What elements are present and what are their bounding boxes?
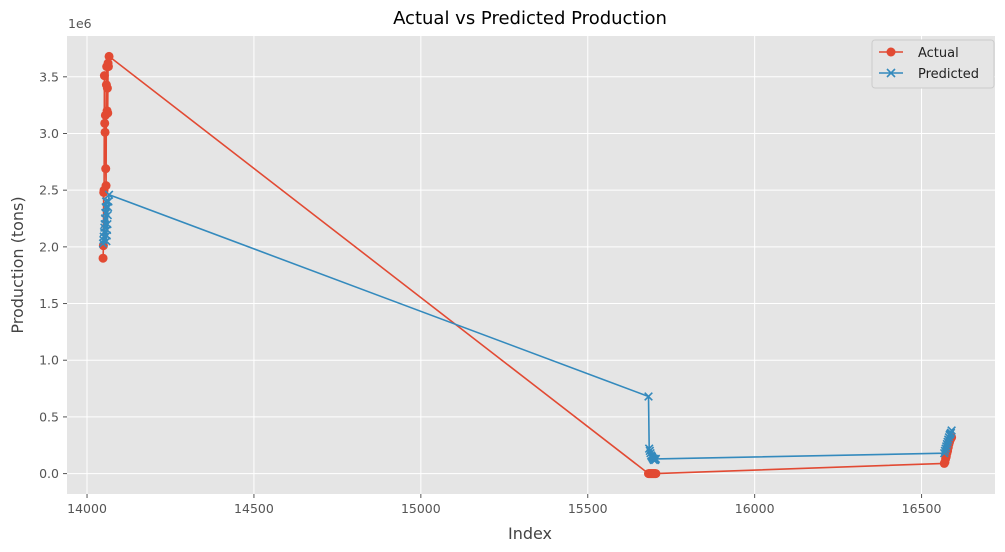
- x-tick-label: 16000: [735, 501, 775, 516]
- x-axis-label: Index: [508, 524, 552, 543]
- data-point-actual: [101, 164, 111, 174]
- data-point-predicted: [644, 392, 653, 401]
- data-point-predicted: [104, 190, 114, 200]
- data-point-actual: [100, 127, 110, 137]
- y-tick-label: 3.0: [39, 126, 59, 141]
- y-tick-label: 2.0: [39, 239, 59, 254]
- data-point-predicted: [103, 210, 113, 220]
- data-point-predicted: [651, 454, 661, 464]
- legend-predicted-marker: [886, 68, 896, 78]
- grid: [67, 36, 995, 494]
- x-ticks: 14000 14500 15000 15500 16000 16500: [67, 494, 941, 516]
- data-point-actual: [103, 108, 113, 118]
- legend: Actual Predicted: [871, 39, 995, 89]
- data-point-actual: [98, 253, 108, 263]
- y-tick-label: 0.0: [39, 466, 59, 481]
- y-tick-label: 2.5: [39, 183, 59, 198]
- x-tick-label: 14500: [234, 501, 274, 516]
- legend-predicted-label: Predicted: [918, 67, 979, 82]
- data-point-actual: [103, 62, 113, 72]
- y-tick-label: 1.5: [39, 296, 59, 311]
- y-tick-label: 3.5: [39, 69, 59, 84]
- legend-actual-label: Actual: [918, 46, 959, 61]
- data-point-actual: [102, 83, 112, 93]
- data-point-predicted: [946, 428, 956, 438]
- y-tick-label: 1.0: [39, 353, 59, 368]
- x-tick-label: 15000: [401, 501, 441, 516]
- data-point-actual: [104, 51, 114, 61]
- y-tick-label: 0.5: [39, 409, 59, 424]
- data-point-actual: [101, 181, 111, 191]
- data-point-predicted: [947, 426, 956, 435]
- series-predicted: [98, 190, 956, 465]
- plot-background: [67, 36, 995, 494]
- y-ticks: 0.0 0.5 1.0 1.5 2.0 2.5 3.0 3.5: [39, 69, 67, 481]
- y-axis-scale-label: 1e6: [68, 16, 92, 31]
- data-point-actual: [100, 118, 110, 128]
- data-point-actual: [99, 71, 109, 81]
- data-point-actual: [98, 241, 108, 251]
- x-tick-label: 16500: [902, 501, 942, 516]
- y-axis-label: Production (tons): [8, 196, 27, 333]
- x-tick-label: 15500: [568, 501, 608, 516]
- series-layer: [98, 51, 957, 479]
- legend-actual-marker: [886, 47, 896, 57]
- chart-title: Actual vs Predicted Production: [393, 8, 667, 29]
- data-point-predicted: [103, 219, 112, 229]
- data-point-actual: [651, 469, 661, 479]
- x-tick-label: 14000: [67, 501, 107, 516]
- data-point-predicted: [101, 197, 111, 206]
